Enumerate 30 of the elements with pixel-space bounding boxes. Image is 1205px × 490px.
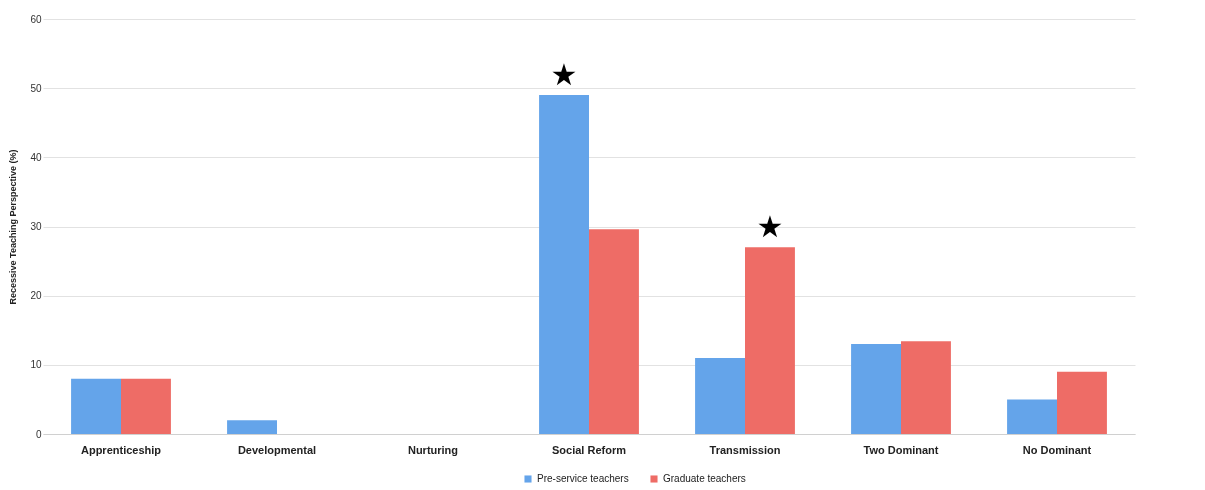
y-tick-label: 40 (30, 151, 42, 163)
bar (1007, 399, 1057, 434)
bar (695, 357, 745, 434)
bar (71, 378, 121, 434)
x-tick-label: No Dominant (1022, 443, 1092, 456)
annotation: ★ (756, 210, 784, 244)
x-tick-label: Two Dominant (863, 443, 939, 456)
y-tick-label: 50 (30, 82, 42, 94)
bar (589, 229, 639, 434)
bar (539, 95, 589, 434)
bar (851, 344, 901, 434)
y-tick-label: 10 (30, 359, 42, 371)
legend-label: Graduate teachers (663, 473, 746, 484)
x-tick-label: Apprenticeship (80, 443, 162, 456)
bar (745, 247, 795, 434)
legend-label: Pre-service teachers (537, 473, 629, 484)
y-tick-label: 60 (30, 13, 42, 25)
annotation: ★ (550, 58, 578, 92)
bar (1057, 371, 1107, 434)
x-tick-label: Developmental (237, 443, 317, 456)
y-tick-label: 0 (35, 428, 42, 440)
y-tick-label: 30 (30, 221, 42, 232)
x-tick-label: Social Reform (552, 443, 627, 456)
bar (227, 420, 277, 434)
x-tick-label: Nurturing (407, 443, 459, 456)
y-axis-title: Recessive Teaching Perspective (%) (8, 149, 19, 305)
bar (121, 378, 171, 434)
x-tick-label: Transmission (709, 443, 781, 456)
bar (901, 341, 951, 434)
y-tick-label: 20 (30, 290, 42, 302)
